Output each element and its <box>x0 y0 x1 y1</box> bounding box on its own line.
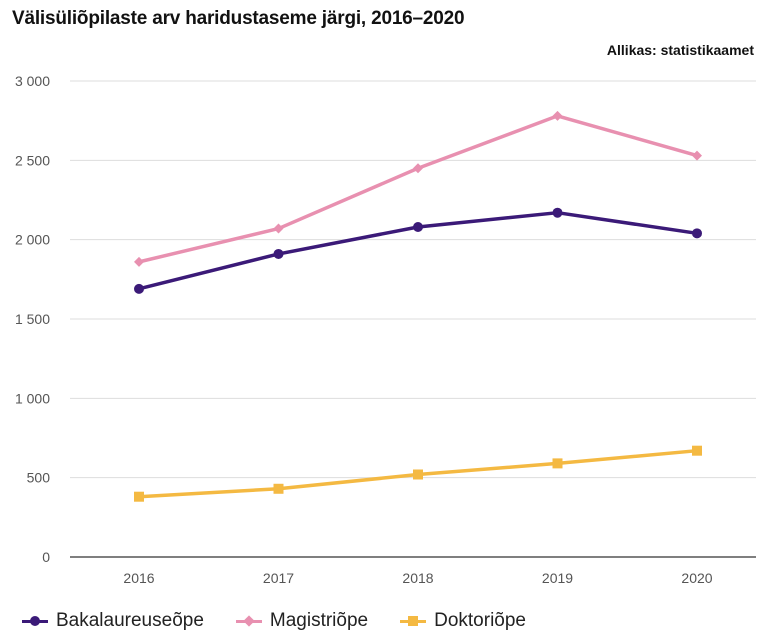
legend-label: Bakalaureuseõpe <box>56 610 204 631</box>
legend-item: Bakalaureuseõpe <box>22 610 204 632</box>
legend-label: Doktoriõpe <box>434 610 526 631</box>
legend-label: Magistriõpe <box>269 610 369 631</box>
y-tick-label: 1 500 <box>15 311 50 327</box>
x-tick-label: 2018 <box>402 570 433 586</box>
y-tick-label: 1 000 <box>15 390 50 406</box>
chart-title: Välisüliõpilaste arv haridustaseme järgi… <box>12 8 465 29</box>
legend-swatch-circle-icon <box>22 614 48 628</box>
data-point <box>273 483 284 494</box>
legend-item: Doktoriõpe <box>400 610 526 632</box>
legend: Bakalaureuseõpe Magistriõpe Doktoriõpe <box>22 610 558 632</box>
data-point <box>692 445 702 456</box>
x-tick-label: 2019 <box>542 570 573 586</box>
data-point <box>413 221 423 232</box>
data-point <box>552 207 563 218</box>
y-tick-label: 500 <box>27 470 51 486</box>
source-label: Allikas: statistikaamet <box>606 42 754 58</box>
x-tick-label: 2016 <box>123 570 154 586</box>
data-point <box>273 248 284 259</box>
y-axis-ticks: 0 500 1 000 1 500 2 000 2 500 3 000 <box>15 73 50 565</box>
legend-swatch-diamond-icon <box>235 614 262 628</box>
data-point <box>413 469 423 480</box>
x-axis-ticks: 2016 2017 2018 2019 2020 <box>123 570 712 586</box>
y-tick-label: 2 500 <box>15 152 50 168</box>
legend-item: Magistriõpe <box>235 610 369 632</box>
y-tick-label: 2 000 <box>15 232 50 248</box>
series-markers <box>134 110 702 502</box>
legend-swatch-square-icon <box>400 614 427 628</box>
data-point <box>692 228 702 239</box>
data-point <box>134 491 144 502</box>
y-tick-label: 3 000 <box>15 73 50 89</box>
data-point <box>134 256 144 267</box>
data-point <box>413 163 423 174</box>
x-tick-label: 2017 <box>263 570 294 586</box>
data-point <box>134 283 144 294</box>
data-point <box>692 150 702 161</box>
x-tick-label: 2020 <box>681 570 712 586</box>
y-tick-label: 0 <box>42 549 50 565</box>
data-point <box>273 223 284 234</box>
data-point <box>552 110 563 121</box>
data-point <box>552 458 563 469</box>
grid-lines <box>70 80 756 558</box>
